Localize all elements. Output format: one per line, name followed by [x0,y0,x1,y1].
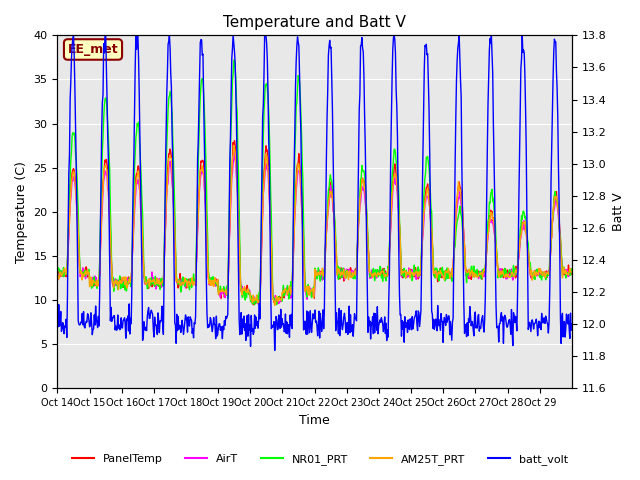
Y-axis label: Batt V: Batt V [612,192,625,231]
PanelTemp [568,272,576,277]
AM25T_PRT [209,282,216,288]
Title: Temperature and Batt V: Temperature and Batt V [223,15,406,30]
NR01_PRT [568,266,576,272]
NR01_PRT [251,302,259,308]
PanelTemp [209,282,216,288]
NR01_PRT [369,268,376,274]
AirT [54,272,61,278]
batt_volt [235,271,243,276]
AM25T_PRT [397,271,405,277]
AM25T_PRT [114,278,122,284]
AirT [568,267,576,273]
NR01_PRT [54,273,61,278]
PanelTemp [114,281,122,287]
AirT [397,274,405,280]
batt_volt [568,321,576,327]
AirT [369,271,376,276]
Text: EE_met: EE_met [68,43,118,56]
NR01_PRT [114,287,122,292]
batt_volt [115,325,122,331]
AM25T_PRT [369,275,376,280]
Line: batt_volt: batt_volt [58,36,572,350]
PanelTemp [54,266,61,272]
batt_volt [271,348,278,353]
NR01_PRT [255,297,262,302]
NR01_PRT [235,171,243,177]
AM25T_PRT [271,302,278,308]
batt_volt [369,314,376,320]
AirT [254,301,262,307]
AirT [255,296,262,301]
NR01_PRT [230,57,237,63]
batt_volt [254,325,262,331]
AirT [230,149,238,155]
Line: PanelTemp: PanelTemp [58,141,572,305]
PanelTemp [397,273,405,279]
batt_volt [397,333,405,339]
PanelTemp [230,138,238,144]
Line: NR01_PRT: NR01_PRT [58,60,572,305]
AirT [209,280,216,286]
PanelTemp [369,269,376,275]
Line: AirT: AirT [58,152,572,304]
PanelTemp [235,211,243,216]
AirT [235,219,243,225]
AirT [114,277,122,283]
batt_volt [54,318,61,324]
Y-axis label: Temperature (C): Temperature (C) [15,161,28,263]
NR01_PRT [209,280,216,286]
Legend: PanelTemp, AirT, NR01_PRT, AM25T_PRT, batt_volt: PanelTemp, AirT, NR01_PRT, AM25T_PRT, ba… [68,450,572,469]
PanelTemp [250,302,257,308]
NR01_PRT [397,272,405,278]
batt_volt [70,33,77,38]
Line: AM25T_PRT: AM25T_PRT [58,145,572,305]
AM25T_PRT [254,300,262,306]
AM25T_PRT [568,269,576,275]
AM25T_PRT [230,143,237,148]
AM25T_PRT [235,216,243,222]
batt_volt [209,323,217,328]
AM25T_PRT [54,274,61,279]
PanelTemp [255,299,262,304]
X-axis label: Time: Time [300,414,330,427]
